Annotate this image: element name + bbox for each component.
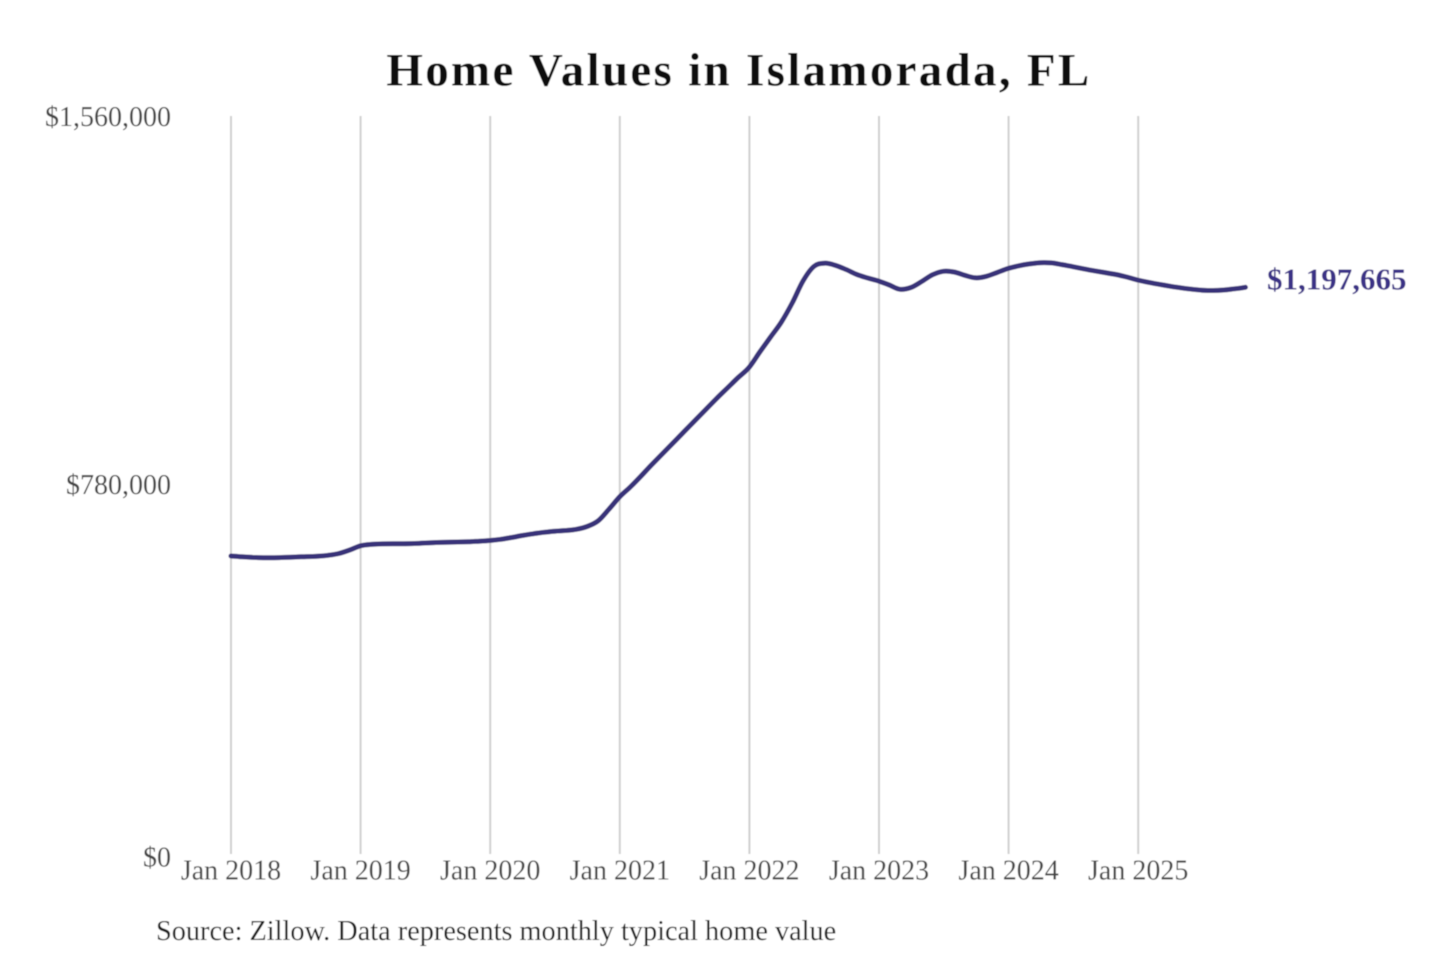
svg-text:$1,560,000: $1,560,000 <box>45 102 171 133</box>
svg-text:Source: Zillow. Data represent: Source: Zillow. Data represents monthly … <box>156 916 836 947</box>
svg-text:Jan 2020: Jan 2020 <box>440 856 540 887</box>
svg-text:Jan 2021: Jan 2021 <box>570 856 670 887</box>
svg-text:Jan 2022: Jan 2022 <box>699 856 799 887</box>
svg-text:Jan 2023: Jan 2023 <box>829 856 929 887</box>
svg-text:Jan 2024: Jan 2024 <box>958 856 1058 887</box>
svg-text:Jan 2018: Jan 2018 <box>181 856 281 887</box>
svg-text:$780,000: $780,000 <box>66 470 171 501</box>
svg-text:$0: $0 <box>143 843 171 874</box>
svg-text:Jan 2019: Jan 2019 <box>310 856 410 887</box>
svg-text:Jan 2025: Jan 2025 <box>1088 856 1188 887</box>
svg-text:$1,197,665: $1,197,665 <box>1267 262 1407 297</box>
svg-text:Home Values in Islamorada, FL: Home Values in Islamorada, FL <box>386 44 1091 96</box>
